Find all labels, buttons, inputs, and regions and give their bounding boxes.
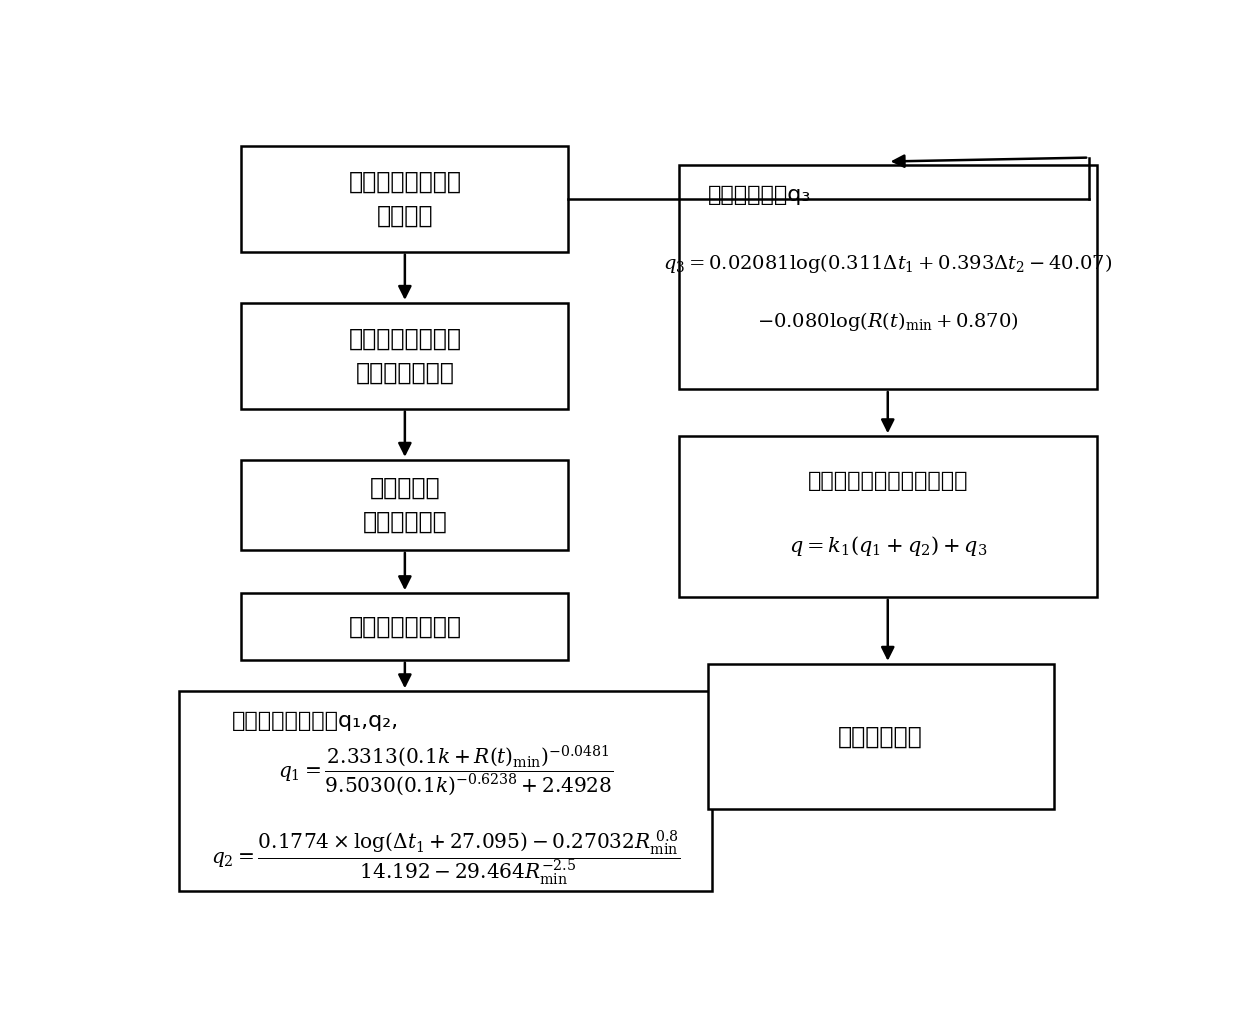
Text: 向实验箱中
填充待测试品: 向实验箱中 填充待测试品 (362, 476, 448, 534)
Text: 动态电阻评判: 动态电阻评判 (838, 725, 923, 748)
Text: $-0.080\log(R(t)_{\mathrm{min}}+0.870)$: $-0.080\log(R(t)_{\mathrm{min}}+0.870)$ (756, 311, 1018, 333)
Bar (242, 593, 568, 659)
Bar (179, 691, 712, 892)
Bar (242, 460, 568, 550)
Text: 调节土壤试品酸碱
度至实验预设值: 调节土壤试品酸碱 度至实验预设值 (348, 327, 461, 384)
Text: $q_3=0.02081\log(0.311\Delta t_1+0.393\Delta t_2-40.07)$: $q_3=0.02081\log(0.311\Delta t_1+0.393\D… (663, 253, 1112, 275)
Bar (708, 663, 1054, 809)
Text: $q_1=\dfrac{2.3313(0.1k+R(t)_{\mathrm{min}})^{-0.0481}}{9.5030(0.1k)^{-0.6238}+2: $q_1=\dfrac{2.3313(0.1k+R(t)_{\mathrm{mi… (278, 744, 614, 798)
Text: 计算电阻动态特性评判因数: 计算电阻动态特性评判因数 (807, 471, 968, 491)
Text: $q=k_1(q_1+q_2)+q_3$: $q=k_1(q_1+q_2)+q_3$ (789, 534, 987, 557)
Text: 电源加压采集数据: 电源加压采集数据 (348, 614, 461, 639)
Bar (678, 165, 1096, 389)
Bar (678, 436, 1096, 597)
Text: 计算复合评判因子q₁,q₂,: 计算复合评判因子q₁,q₂, (232, 711, 399, 731)
Bar (242, 303, 568, 409)
Text: 计算评判余项q₃: 计算评判余项q₃ (708, 185, 811, 205)
Text: $q_2=\dfrac{0.1774\times\log(\Delta t_1+27.095)-0.27032R_{\mathrm{min}}^{\ 0.8}}: $q_2=\dfrac{0.1774\times\log(\Delta t_1+… (211, 827, 681, 887)
Bar (242, 146, 568, 252)
Text: 搭建土壤动态电阻
试验平台: 搭建土壤动态电阻 试验平台 (348, 170, 461, 227)
